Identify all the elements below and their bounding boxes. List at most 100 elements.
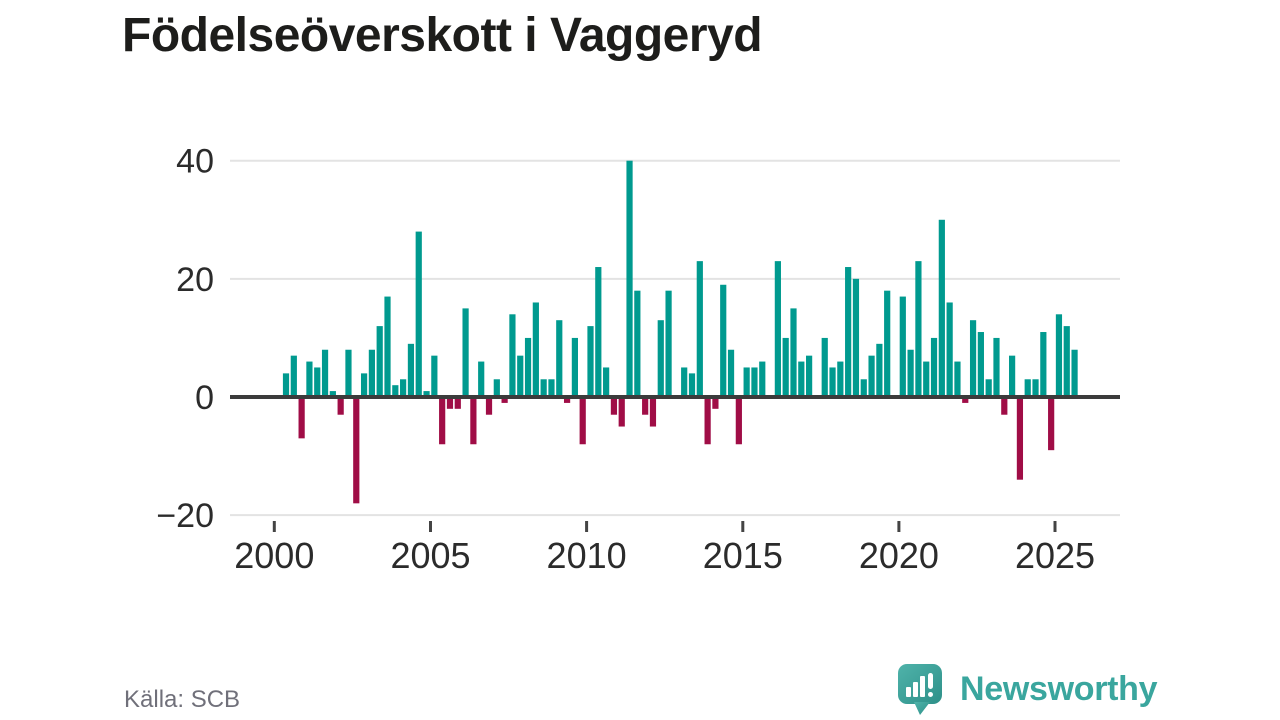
bar	[1032, 379, 1039, 397]
page-title: Födelseöverskott i Vaggeryd	[122, 9, 763, 62]
bar	[759, 361, 766, 398]
bar	[938, 219, 945, 397]
bar	[696, 261, 703, 397]
bar	[314, 367, 321, 397]
bar	[329, 391, 336, 397]
bar	[306, 361, 313, 398]
logo-exclamation-dot	[928, 692, 933, 697]
x-axis-tick	[897, 521, 901, 532]
bar	[517, 355, 524, 397]
bar	[290, 355, 297, 397]
bar	[603, 367, 610, 397]
bar	[423, 391, 430, 397]
bar	[446, 397, 454, 409]
bar	[712, 397, 719, 409]
bar	[392, 385, 399, 397]
bar	[1016, 397, 1024, 480]
y-axis-label: 40	[176, 143, 214, 181]
bar	[384, 296, 391, 397]
bar	[454, 397, 461, 409]
bar	[532, 302, 539, 397]
bar	[1009, 355, 1016, 397]
bar	[884, 290, 891, 397]
bar	[845, 267, 852, 397]
bar	[618, 397, 625, 427]
bar	[985, 379, 992, 397]
bar	[571, 337, 578, 397]
bar	[360, 373, 368, 397]
bar	[376, 326, 383, 397]
bar	[353, 397, 360, 504]
bar	[298, 397, 305, 439]
newsworthy-wordmark: Newsworthy	[960, 669, 1158, 708]
bar	[556, 320, 563, 397]
bar	[751, 367, 758, 397]
bar	[610, 397, 618, 415]
x-axis-label: 2005	[390, 535, 470, 576]
bar	[407, 343, 415, 397]
bar	[954, 361, 961, 398]
x-axis-tick	[429, 521, 432, 532]
bar	[1071, 349, 1078, 397]
logo-bar-small	[906, 687, 911, 697]
x-axis-label: 2020	[859, 535, 939, 576]
x-axis-tick	[585, 521, 589, 532]
newsworthy-icon	[898, 664, 942, 715]
bar	[907, 349, 914, 397]
bar	[915, 261, 922, 397]
bar	[548, 379, 555, 397]
bar	[368, 349, 375, 397]
bar	[478, 361, 485, 398]
bar	[1055, 314, 1063, 397]
bar	[821, 337, 828, 397]
bar	[642, 397, 649, 415]
bar	[727, 349, 735, 397]
bar	[1063, 326, 1070, 397]
bar	[415, 231, 422, 397]
bar	[665, 290, 672, 397]
x-axis-label: 2025	[1015, 535, 1095, 576]
bar	[493, 379, 500, 397]
bar	[657, 320, 664, 397]
bar	[439, 397, 446, 445]
bar	[930, 337, 938, 397]
source-note: Källa: SCB	[124, 686, 241, 713]
x-axis-tick	[1053, 521, 1057, 532]
bar	[1048, 397, 1055, 451]
bar	[626, 160, 633, 397]
bar	[735, 397, 742, 445]
bar	[977, 332, 984, 397]
bar	[470, 397, 477, 445]
bar	[540, 379, 547, 397]
bar	[868, 355, 875, 397]
bar	[485, 397, 493, 415]
bar	[876, 343, 883, 397]
bar	[774, 261, 781, 397]
bar	[563, 397, 571, 403]
logo-bar-medium	[913, 682, 918, 697]
y-axis-label: 20	[176, 261, 214, 299]
y-axis-label: −20	[156, 497, 214, 535]
bar	[790, 308, 797, 397]
bar	[923, 361, 930, 398]
logo-exclamation-stem	[928, 673, 933, 689]
bar	[782, 337, 789, 397]
x-axis-label: 2000	[234, 535, 314, 576]
x-axis-tick	[272, 521, 276, 532]
bar	[798, 361, 805, 398]
bar	[462, 308, 469, 397]
bar	[634, 290, 641, 397]
bar	[509, 314, 516, 397]
newsworthy-logo[interactable]: Newsworthy	[897, 663, 1158, 715]
x-axis-label: 2010	[547, 535, 627, 576]
bar	[993, 337, 1000, 397]
bar	[431, 355, 438, 397]
bar	[962, 397, 969, 403]
bar	[681, 367, 688, 397]
bar	[579, 397, 586, 445]
bar	[946, 302, 953, 397]
bar	[501, 397, 508, 403]
x-axis-label: 2015	[703, 535, 783, 576]
bar	[587, 326, 594, 397]
